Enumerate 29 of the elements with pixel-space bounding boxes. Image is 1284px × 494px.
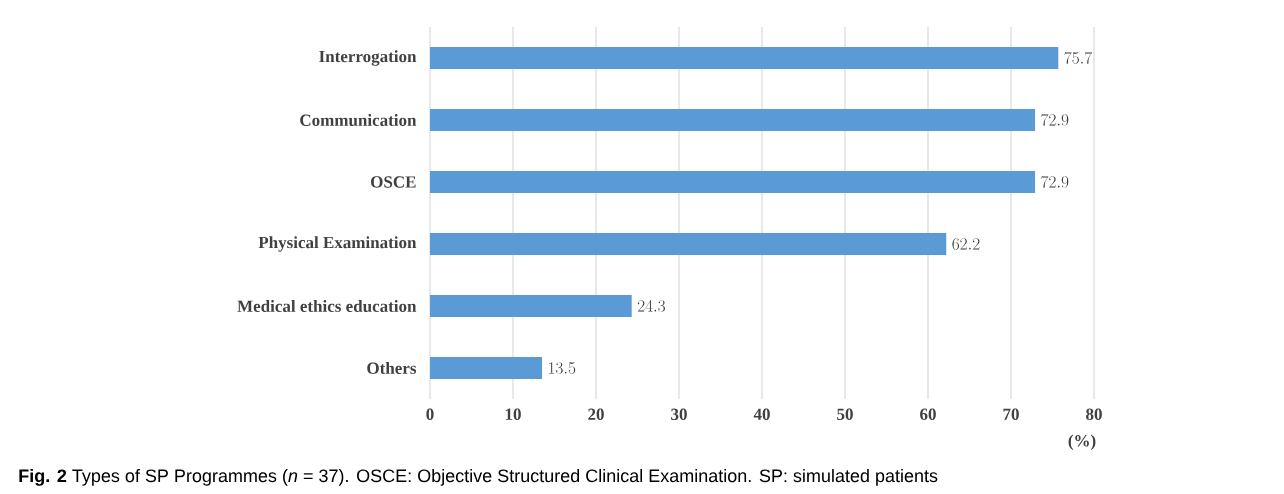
bar [430, 47, 1059, 69]
x-tick-label: 50 [837, 408, 853, 420]
bar [430, 356, 543, 379]
data-label: 72.9 [1041, 175, 1069, 188]
bar [430, 108, 1036, 131]
text: Fig. 2 Types of SP Programmes (n = 37). OSCE: Objective Structured Clinical Examination. SP: simulated patients [19, 468, 938, 486]
data-label: 72.9 [1041, 113, 1069, 126]
bar [430, 170, 1036, 193]
x-tick-label: 20 [588, 408, 604, 420]
x-tick-label: 10 [505, 408, 521, 420]
y-tick-label: OSCE [371, 176, 416, 188]
bar [430, 232, 947, 255]
y-tick-label: Medical ethics education [237, 299, 417, 312]
data-label: 13.5 [549, 362, 576, 374]
y-tick-label: Communication [300, 113, 417, 126]
y-tick-label: Others [367, 362, 417, 374]
x-tick-label: 60 [920, 408, 936, 420]
x-axis-title: (%) [1068, 434, 1096, 450]
y-tick-label: Physical Examination [258, 236, 417, 252]
data-label: 24.3 [637, 300, 665, 312]
x-tick-label: 0 [426, 408, 434, 420]
x-tick-label: 40 [753, 408, 770, 420]
x-tick-label: 30 [671, 408, 687, 420]
y-tick-label: Interrogation [319, 50, 417, 66]
data-label: 75.7 [1064, 51, 1093, 64]
x-tick-label: 80 [1086, 408, 1102, 420]
data-label: 62.2 [952, 238, 980, 250]
x-tick-label: 70 [1003, 408, 1019, 420]
bar [430, 294, 632, 317]
